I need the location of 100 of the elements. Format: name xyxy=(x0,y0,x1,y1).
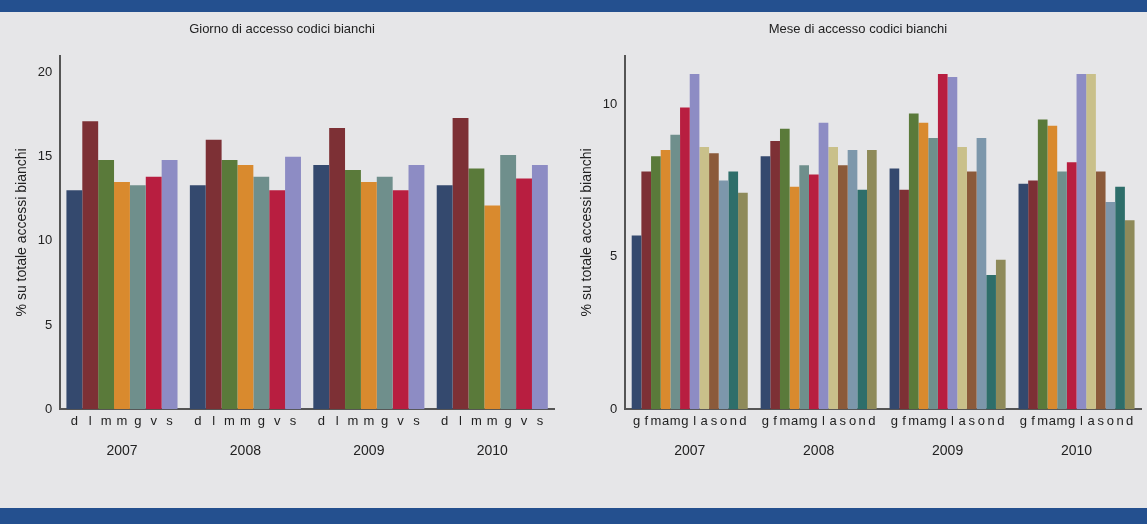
x-tick-label: 2009 xyxy=(353,442,385,459)
text: s xyxy=(968,413,976,429)
text: n xyxy=(987,413,995,429)
text: d xyxy=(868,413,876,429)
text: n xyxy=(1116,413,1124,429)
series-label: s xyxy=(710,413,718,429)
series-label: d xyxy=(70,413,78,429)
bar xyxy=(484,205,501,410)
x-tick-label: 2008 xyxy=(803,442,835,459)
y-axis-title: % su totale accessi bianchi xyxy=(578,148,595,317)
y-axis-title: % su totale accessi bianchi xyxy=(13,148,30,317)
bar xyxy=(838,165,848,410)
series-label: d xyxy=(739,413,747,429)
bar xyxy=(641,171,652,410)
bar xyxy=(1057,171,1067,410)
bar xyxy=(1028,180,1038,410)
x-tick-label: 2009 xyxy=(932,442,964,459)
bar xyxy=(1037,119,1048,410)
series-label: s xyxy=(166,413,174,429)
text: d xyxy=(317,413,325,429)
bar xyxy=(129,185,146,410)
text: v xyxy=(273,413,281,429)
series-label: l xyxy=(693,413,697,429)
bar xyxy=(114,181,130,410)
bar xyxy=(966,171,977,410)
bar xyxy=(660,150,671,410)
bar xyxy=(918,122,929,410)
series-label: f xyxy=(644,413,649,429)
bar xyxy=(808,174,819,410)
x-tick-label: 2007 xyxy=(106,442,138,459)
text: g xyxy=(381,413,389,429)
text: m xyxy=(779,413,791,429)
series-label: l xyxy=(88,413,92,429)
bar xyxy=(1047,125,1058,410)
x-tick-label: 2007 xyxy=(674,442,706,459)
bar xyxy=(760,156,771,410)
bar xyxy=(145,176,162,410)
text: m xyxy=(908,413,920,429)
text: f xyxy=(773,413,777,429)
bar xyxy=(889,168,900,410)
chart-title: Mese di accesso codici bianchi xyxy=(768,21,948,37)
text: g xyxy=(890,413,899,429)
text: g xyxy=(1068,413,1076,429)
bar xyxy=(452,117,469,410)
y-tick-label: 10 xyxy=(37,232,53,248)
text: a xyxy=(1087,413,1095,429)
text: g xyxy=(257,413,265,429)
bar xyxy=(1076,73,1087,410)
bar xyxy=(1124,220,1135,410)
bar xyxy=(468,168,485,410)
bar xyxy=(928,137,938,410)
bar xyxy=(937,73,948,410)
bar xyxy=(436,185,453,410)
bar xyxy=(738,192,748,410)
text: o xyxy=(848,413,857,429)
bar xyxy=(828,147,838,410)
bar xyxy=(221,160,238,410)
bar xyxy=(908,113,919,410)
text: g xyxy=(761,413,770,429)
x-tick-label: 2008 xyxy=(229,442,262,459)
bar xyxy=(205,139,222,410)
bar xyxy=(392,190,409,410)
y-tick-label: 20 xyxy=(37,64,53,80)
bar xyxy=(709,153,719,410)
bar xyxy=(995,259,1006,410)
bar xyxy=(818,122,829,410)
text: l xyxy=(950,413,954,429)
bar xyxy=(189,185,206,410)
text: m xyxy=(1037,413,1049,429)
series-label: m xyxy=(669,413,681,429)
y-tick-label: 15 xyxy=(37,148,53,164)
text: g xyxy=(1019,413,1027,429)
text: l xyxy=(335,413,339,429)
bar xyxy=(631,235,642,410)
text: d xyxy=(441,413,449,429)
bar xyxy=(408,165,425,410)
bar xyxy=(1086,73,1096,410)
text: a xyxy=(790,413,799,429)
bar xyxy=(957,147,967,410)
text: f xyxy=(902,413,906,429)
series-label: a xyxy=(661,413,670,429)
text: a xyxy=(829,413,837,429)
text: s xyxy=(413,413,420,429)
series-label: v xyxy=(150,413,158,429)
text: s xyxy=(536,413,544,429)
bar xyxy=(1105,201,1116,410)
text: d xyxy=(194,413,202,429)
bar xyxy=(857,189,868,410)
text: a xyxy=(1048,413,1056,429)
bar xyxy=(699,147,710,410)
text: d xyxy=(1126,413,1134,429)
text: m xyxy=(486,413,498,429)
bar xyxy=(976,137,987,410)
bar xyxy=(66,190,83,410)
bar xyxy=(161,160,178,410)
bar xyxy=(98,160,115,410)
text: g xyxy=(939,413,947,429)
text: m xyxy=(347,413,359,429)
bar xyxy=(500,154,517,410)
series-label: m xyxy=(116,413,128,429)
